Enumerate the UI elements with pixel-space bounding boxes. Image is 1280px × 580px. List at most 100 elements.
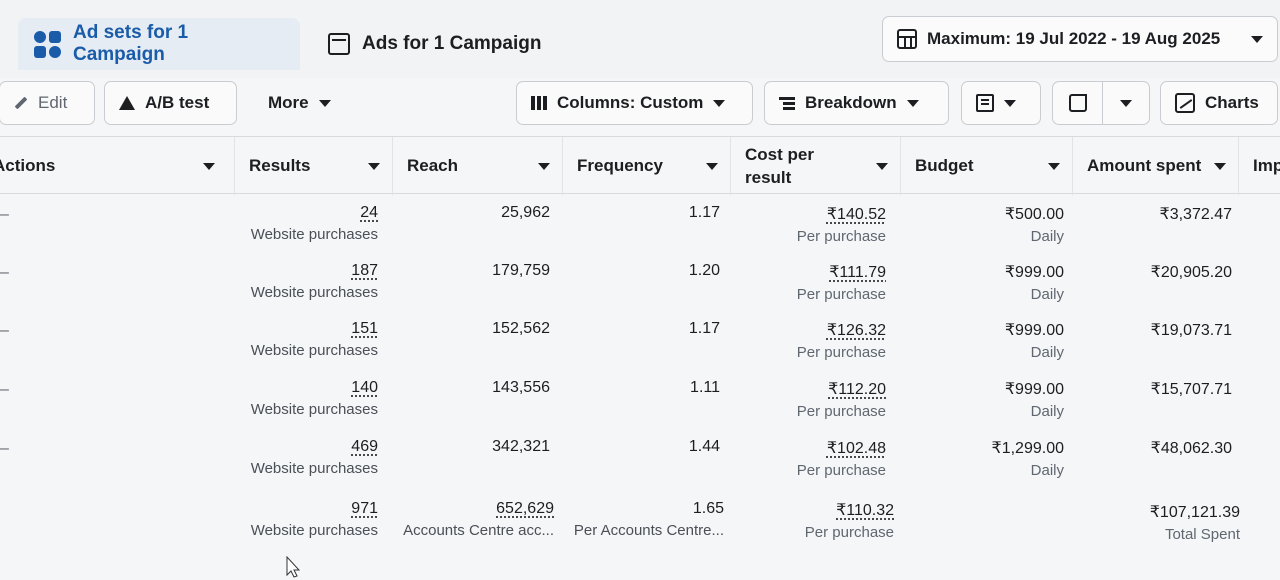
column-header-actions[interactable]: Actions — [0, 137, 227, 195]
column-label: Reach — [407, 156, 458, 176]
frequency-cell: 1.17 — [689, 204, 720, 222]
budget-sub: Daily — [1005, 344, 1064, 361]
results-sub: Website purchases — [251, 342, 378, 359]
results-value: 24 — [360, 204, 378, 221]
more-button[interactable]: More — [254, 81, 354, 125]
total-results-value: 971 — [351, 500, 378, 517]
reports-button[interactable] — [961, 81, 1041, 125]
tab-ads[interactable]: Ads for 1 Campaign — [312, 18, 562, 70]
table-row[interactable]: – 24 Website purchases 25,962 1.17 ₹140.… — [0, 202, 1280, 260]
column-label: Budget — [915, 156, 974, 176]
amount-value: ₹3,372.47 — [1160, 206, 1232, 223]
reach-value: 179,759 — [492, 262, 550, 279]
charts-label: Charts — [1205, 93, 1259, 113]
amount-spent-cell: ₹19,073.71 — [1151, 320, 1232, 340]
table-row[interactable]: – 151 Website purchases 152,562 1.17 ₹12… — [0, 318, 1280, 376]
tab-ad-sets[interactable]: Ad sets for 1 Campaign — [18, 18, 300, 70]
column-header-impressions[interactable]: Imp — [1238, 137, 1280, 195]
results-cell[interactable]: 140 Website purchases — [251, 379, 378, 418]
sort-caret-icon — [538, 163, 550, 170]
table-row[interactable]: – 187 Website purchases 179,759 1.20 ₹11… — [0, 260, 1280, 318]
total-results-cell[interactable]: 971 Website purchases — [251, 500, 378, 539]
frequency-value: 1.17 — [689, 320, 720, 337]
row-actions-dash: – — [0, 322, 9, 340]
budget-sub: Daily — [1005, 286, 1064, 303]
total-frequency-sub: Per Accounts Centre... — [574, 522, 724, 539]
budget-value: ₹1,299.00 — [992, 440, 1064, 457]
sort-caret-icon — [203, 163, 215, 170]
tab-ad-sets-label: Ad sets for 1 Campaign — [73, 22, 284, 66]
total-cost-value: ₹110.32 — [836, 502, 894, 519]
budget-cell[interactable]: ₹999.00 Daily — [1005, 262, 1064, 303]
columns-label: Columns: Custom — [557, 93, 703, 113]
table-row[interactable]: – 140 Website purchases 143,556 1.11 ₹11… — [0, 377, 1280, 435]
column-header-reach[interactable]: Reach — [392, 137, 562, 195]
frequency-value: 1.17 — [689, 204, 720, 221]
column-label: Amount spent — [1087, 156, 1201, 176]
amount-spent-cell: ₹20,905.20 — [1151, 262, 1232, 282]
breakdown-label: Breakdown — [805, 93, 897, 113]
results-value: 140 — [351, 379, 378, 396]
table-header: Actions Results Reach Frequency Cost per… — [0, 136, 1280, 194]
results-cell[interactable]: 24 Website purchases — [251, 204, 378, 243]
column-header-cost-per-result[interactable]: Cost per result — [730, 137, 900, 195]
reach-cell: 143,556 — [492, 379, 550, 397]
cost-per-result-cell[interactable]: ₹102.48 Per purchase — [797, 438, 886, 479]
breakdown-button[interactable]: Breakdown — [764, 81, 949, 125]
budget-value: ₹999.00 — [1005, 264, 1064, 281]
total-cost-cell[interactable]: ₹110.32 Per purchase — [805, 500, 894, 541]
results-cell[interactable]: 151 Website purchases — [251, 320, 378, 359]
column-header-amount-spent[interactable]: Amount spent — [1072, 137, 1238, 195]
charts-button[interactable]: Charts — [1160, 81, 1278, 125]
table-row[interactable]: – 469 Website purchases 342,321 1.44 ₹10… — [0, 436, 1280, 494]
reach-cell: 152,562 — [492, 320, 550, 338]
row-actions-dash: – — [0, 381, 9, 399]
cost-per-result-cell[interactable]: ₹111.79 Per purchase — [797, 262, 886, 303]
budget-sub: Daily — [1005, 228, 1064, 245]
cost-per-result-cell[interactable]: ₹140.52 Per purchase — [797, 204, 886, 245]
total-reach-sub: Accounts Centre acc... — [403, 522, 554, 539]
budget-cell[interactable]: ₹999.00 Daily — [1005, 379, 1064, 420]
total-reach-cell[interactable]: 652,629 Accounts Centre acc... — [403, 500, 554, 539]
budget-cell[interactable]: ₹1,299.00 Daily — [992, 438, 1064, 479]
column-header-budget[interactable]: Budget — [900, 137, 1072, 195]
frequency-cell: 1.11 — [690, 379, 720, 397]
frequency-value: 1.44 — [689, 438, 720, 455]
budget-sub: Daily — [992, 462, 1064, 479]
amount-spent-cell: ₹15,707.71 — [1151, 379, 1232, 399]
budget-cell[interactable]: ₹999.00 Daily — [1005, 320, 1064, 361]
row-actions-dash: – — [0, 264, 9, 282]
cost-sub: Per purchase — [797, 344, 886, 361]
export-button[interactable] — [1052, 81, 1150, 125]
column-label: Frequency — [577, 156, 663, 176]
columns-button[interactable]: Columns: Custom — [516, 81, 753, 125]
cost-per-result-cell[interactable]: ₹112.20 Per purchase — [797, 379, 886, 420]
column-header-frequency[interactable]: Frequency — [562, 137, 730, 195]
cost-sub: Per purchase — [797, 286, 886, 303]
column-header-results[interactable]: Results — [234, 137, 392, 195]
results-cell[interactable]: 187 Website purchases — [251, 262, 378, 301]
column-label-line2: result — [745, 168, 791, 187]
export-dropdown[interactable] — [1103, 82, 1149, 124]
ab-test-button[interactable]: A/B test — [104, 81, 237, 125]
reach-value: 342,321 — [492, 438, 550, 455]
results-value: 469 — [351, 438, 378, 455]
budget-cell[interactable]: ₹500.00 Daily — [1005, 204, 1064, 245]
results-sub: Website purchases — [251, 284, 378, 301]
budget-sub: Daily — [1005, 403, 1064, 420]
date-range-picker[interactable]: Maximum: 19 Jul 2022 - 19 Aug 2025 — [882, 16, 1278, 62]
cost-sub: Per purchase — [797, 228, 886, 245]
edit-button[interactable]: Edit — [0, 81, 95, 125]
export-main[interactable] — [1053, 82, 1103, 124]
row-actions-dash: – — [0, 440, 9, 458]
results-sub: Website purchases — [251, 460, 378, 477]
row-actions-dash: – — [0, 206, 9, 224]
results-sub: Website purchases — [251, 401, 378, 418]
reach-value: 143,556 — [492, 379, 550, 396]
total-amount-cell: ₹107,121.39 Total Spent — [1150, 502, 1240, 543]
results-cell[interactable]: 469 Website purchases — [251, 438, 378, 477]
cost-per-result-cell[interactable]: ₹126.32 Per purchase — [797, 320, 886, 361]
cost-value: ₹112.20 — [828, 381, 886, 398]
amount-value: ₹19,073.71 — [1151, 322, 1232, 339]
export-icon — [1069, 94, 1087, 112]
